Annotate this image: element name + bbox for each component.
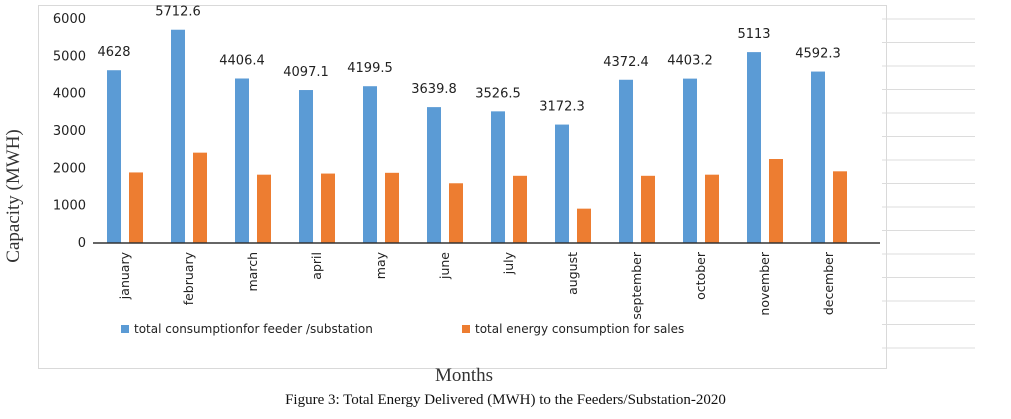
bar-energy-sales (705, 174, 719, 243)
y-axis-ticks: 0 1000 2000 3000 4000 5000 6000 (53, 12, 86, 251)
x-tick-label: october (693, 251, 708, 300)
data-label: 4406.4 (219, 53, 265, 68)
bar-energy-sales (449, 183, 463, 243)
data-label: 5712.6 (155, 5, 201, 20)
y-tick-label: 5000 (53, 49, 86, 64)
bar-feeder-substation (619, 79, 633, 243)
data-label: 4097.1 (283, 65, 329, 80)
bar-energy-sales (641, 175, 655, 243)
x-tick-label: april (309, 252, 324, 280)
x-tick-label: september (629, 251, 644, 320)
data-label: 4372.4 (603, 55, 649, 70)
bar-energy-sales (769, 159, 783, 243)
y-tick-label: 2000 (53, 161, 86, 176)
data-label: 3526.5 (475, 86, 521, 101)
bar-feeder-substation (811, 71, 825, 243)
bar-feeder-substation (171, 29, 185, 243)
data-label: 3172.3 (539, 100, 585, 115)
x-tick-label: february (181, 251, 196, 305)
y-tick-label: 1000 (53, 199, 86, 214)
bar-energy-sales (257, 174, 271, 243)
bar-feeder-substation (555, 124, 569, 243)
bar-feeder-substation (491, 111, 505, 244)
legend: total consumptionfor feeder /substation t… (121, 322, 684, 336)
right-gridlines (882, 18, 975, 349)
bar-feeder-substation (683, 78, 697, 244)
bar-feeder-substation (427, 107, 441, 243)
legend-swatch-feeder-substation (121, 325, 129, 333)
bar-feeder-substation (363, 86, 377, 244)
x-tick-label: august (565, 252, 580, 295)
y-tick-label: 0 (78, 236, 86, 251)
y-tick-label: 4000 (53, 87, 86, 102)
data-label: 3639.8 (411, 82, 457, 97)
data-label: 4403.2 (667, 54, 713, 69)
y-tick-label: 6000 (53, 12, 86, 27)
bar-feeder-substation (235, 78, 249, 243)
bar-feeder-substation (107, 70, 121, 243)
data-label: 4592.3 (795, 47, 841, 62)
figure-caption: Figure 3: Total Energy Delivered (MWH) t… (285, 392, 726, 408)
data-label: 4628 (97, 45, 130, 60)
bar-energy-sales (193, 152, 207, 243)
x-tick-label: march (245, 252, 260, 292)
x-tick-label: july (501, 251, 516, 275)
data-labels: 4628 5712.6 4406.4 4097.1 4199.5 3639.8 3526.5… (97, 5, 840, 115)
bar-energy-sales (513, 175, 527, 243)
bars-group (107, 29, 847, 244)
bar-energy-sales (833, 171, 847, 243)
y-tick-label: 3000 (53, 124, 86, 139)
x-tick-label: november (757, 251, 772, 315)
bar-energy-sales (577, 208, 591, 243)
bar-chart: 0 1000 2000 3000 4000 5000 6000 4628 5712.6 4406… (3, 5, 975, 386)
data-label: 5113 (737, 27, 770, 42)
bar-feeder-substation (747, 52, 761, 243)
x-tick-label: january (117, 251, 132, 300)
x-tick-label: december (821, 251, 836, 315)
legend-swatch-energy-sales (462, 325, 470, 333)
bar-feeder-substation (299, 90, 313, 244)
bar-energy-sales (129, 172, 143, 243)
chart-border (38, 5, 887, 369)
x-axis-label: Months (435, 365, 493, 386)
data-label: 4199.5 (347, 61, 393, 76)
bar-energy-sales (321, 173, 335, 243)
x-tick-label: june (437, 252, 452, 280)
x-axis-ticks: january february march april may june july augu… (117, 251, 836, 320)
x-tick-label: may (373, 251, 388, 279)
bar-energy-sales (385, 172, 399, 243)
legend-label-energy-sales: total energy consumption for sales (475, 322, 684, 336)
legend-label-feeder-substation: total consumptionfor feeder /substation (134, 322, 373, 336)
y-axis-label: Capacity (MWH) (3, 129, 24, 262)
